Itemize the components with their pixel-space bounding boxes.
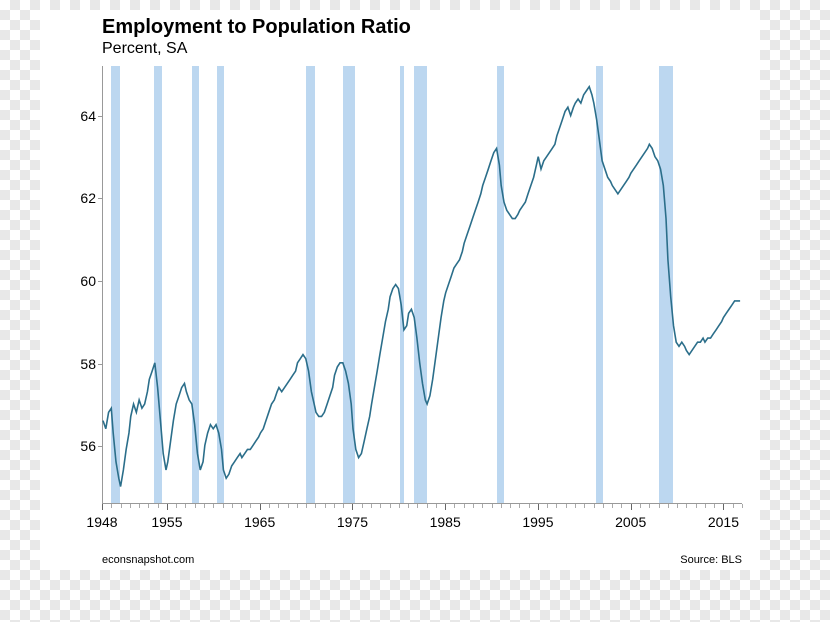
x-tick-major (538, 504, 539, 510)
x-tick-minor (659, 504, 660, 508)
x-tick-minor (733, 504, 734, 508)
credit-right: Source: BLS (680, 554, 742, 566)
x-tick-minor (742, 504, 743, 508)
x-tick-minor (612, 504, 613, 508)
x-tick-label: 1955 (151, 514, 182, 530)
x-tick-minor (621, 504, 622, 508)
x-tick-major (445, 504, 446, 510)
x-tick-minor (241, 504, 242, 508)
x-tick-label: 2015 (708, 514, 739, 530)
x-tick-minor (139, 504, 140, 508)
x-tick-minor (380, 504, 381, 508)
chart-subtitle: Percent, SA (102, 40, 187, 58)
x-tick-major (723, 504, 724, 510)
x-tick-minor (204, 504, 205, 508)
x-tick-minor (417, 504, 418, 508)
x-tick-minor (584, 504, 585, 508)
x-tick-minor (130, 504, 131, 508)
x-tick-major (631, 504, 632, 510)
x-tick-minor (482, 504, 483, 508)
x-tick-minor (501, 504, 502, 508)
x-tick-label: 1985 (430, 514, 461, 530)
x-tick-label: 2005 (615, 514, 646, 530)
y-tick-mark (98, 281, 102, 282)
x-tick-minor (213, 504, 214, 508)
x-tick-minor (668, 504, 669, 508)
y-tick-mark (98, 116, 102, 117)
y-tick-mark (98, 198, 102, 199)
x-tick-minor (556, 504, 557, 508)
credit-left: econsnapshot.com (102, 554, 194, 566)
y-tick-label: 58 (56, 356, 96, 372)
x-tick-minor (278, 504, 279, 508)
x-tick-minor (510, 504, 511, 508)
chart-container: Employment to Population Ratio Percent, … (40, 10, 760, 570)
x-tick-minor (288, 504, 289, 508)
x-tick-minor (176, 504, 177, 508)
x-tick-minor (343, 504, 344, 508)
y-tick-label: 56 (56, 438, 96, 454)
x-tick-minor (427, 504, 428, 508)
x-tick-label: 1948 (86, 514, 117, 530)
x-tick-minor (250, 504, 251, 508)
y-tick-label: 60 (56, 273, 96, 289)
x-tick-minor (677, 504, 678, 508)
chart-title: Employment to Population Ratio (102, 16, 411, 39)
x-tick-major (352, 504, 353, 510)
x-tick-minor (436, 504, 437, 508)
x-tick-minor (649, 504, 650, 508)
x-tick-label: 1965 (244, 514, 275, 530)
x-tick-minor (686, 504, 687, 508)
line-series (103, 66, 742, 503)
x-tick-major (260, 504, 261, 510)
x-tick-minor (399, 504, 400, 508)
x-tick-major (102, 504, 103, 510)
y-tick-label: 62 (56, 190, 96, 206)
x-tick-minor (325, 504, 326, 508)
x-tick-minor (269, 504, 270, 508)
x-tick-minor (529, 504, 530, 508)
x-tick-major (167, 504, 168, 510)
x-tick-minor (362, 504, 363, 508)
x-tick-minor (185, 504, 186, 508)
x-tick-minor (334, 504, 335, 508)
x-tick-minor (714, 504, 715, 508)
x-tick-label: 1975 (337, 514, 368, 530)
x-tick-minor (315, 504, 316, 508)
x-tick-minor (575, 504, 576, 508)
x-tick-minor (148, 504, 149, 508)
x-tick-minor (371, 504, 372, 508)
x-tick-minor (111, 504, 112, 508)
x-tick-minor (594, 504, 595, 508)
x-tick-minor (390, 504, 391, 508)
x-tick-minor (492, 504, 493, 508)
x-tick-minor (547, 504, 548, 508)
plot-area (102, 66, 742, 504)
y-tick-mark (98, 446, 102, 447)
x-tick-minor (473, 504, 474, 508)
x-tick-minor (195, 504, 196, 508)
x-tick-minor (408, 504, 409, 508)
x-tick-minor (566, 504, 567, 508)
x-tick-minor (603, 504, 604, 508)
x-tick-minor (223, 504, 224, 508)
x-tick-minor (454, 504, 455, 508)
x-tick-minor (705, 504, 706, 508)
x-tick-minor (121, 504, 122, 508)
y-tick-mark (98, 364, 102, 365)
x-tick-minor (696, 504, 697, 508)
x-tick-label: 1995 (522, 514, 553, 530)
y-tick-label: 64 (56, 108, 96, 124)
x-tick-minor (306, 504, 307, 508)
x-tick-minor (519, 504, 520, 508)
x-tick-minor (297, 504, 298, 508)
x-tick-minor (232, 504, 233, 508)
x-tick-minor (464, 504, 465, 508)
x-tick-minor (640, 504, 641, 508)
x-tick-minor (158, 504, 159, 508)
